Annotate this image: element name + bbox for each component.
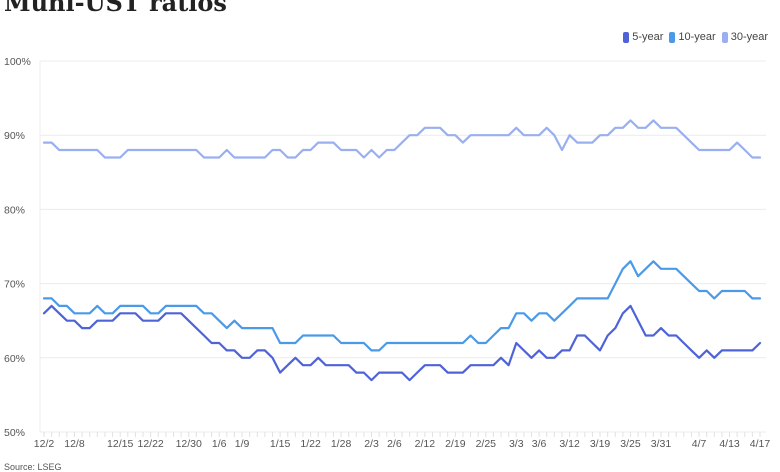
x-tick-label: 2/19 [445,438,466,450]
legend-label: 5-year [632,31,664,43]
x-tick-label: 4/7 [692,438,707,450]
x-tick-label: 3/12 [559,438,580,450]
x-tick-label: 3/6 [532,438,547,450]
legend: 5-year 10-year 30-year [623,31,768,43]
x-tick-label: 12/8 [64,438,85,450]
x-tick-label: 1/6 [212,438,227,450]
x-tick-label: 3/31 [651,438,672,450]
y-tick-label: 60% [4,353,25,365]
legend-swatch [721,31,728,43]
x-tick-label: 1/28 [331,438,352,450]
x-tick-label: 12/30 [176,438,202,450]
x-tick-label: 2/3 [364,438,379,450]
x-tick-label: 2/25 [476,438,497,450]
y-tick-label: 80% [4,204,25,216]
series-line-5-year [42,304,762,382]
x-tick-label: 1/15 [270,438,291,450]
legend-swatch [669,31,676,43]
x-tick-label: 12/22 [137,438,163,450]
series-line-10-year [42,260,762,352]
x-tick-label: 2/6 [387,438,402,450]
chart-title: Muni-UST ratios [4,0,227,17]
y-tick-label: 100% [4,56,31,68]
y-tick-label: 50% [4,427,25,439]
x-tick-label: 3/3 [509,438,524,450]
legend-label: 30-year [730,31,768,43]
x-tick-label: 12/2 [34,438,55,450]
legend-swatch [623,31,630,43]
x-tick-label: 2/12 [415,438,436,450]
x-tick-label: 4/17 [750,438,771,450]
legend-item-10-year[interactable]: 10-year [669,31,716,43]
x-tick-label: 3/25 [620,438,641,450]
x-tick-label: 3/19 [590,438,611,450]
y-tick-label: 70% [4,279,25,291]
legend-label: 10-year [678,31,716,43]
legend-item-30-year[interactable]: 30-year [721,31,768,43]
x-tick-label: 1/9 [235,438,250,450]
x-tick-label: 4/13 [719,438,740,450]
series-line-30-year [42,119,762,159]
source-note: Source: LSEG [4,462,62,472]
x-tick-label: 1/22 [300,438,321,450]
y-tick-label: 90% [4,130,25,142]
x-tick-label: 12/15 [107,438,133,450]
legend-item-5-year[interactable]: 5-year [623,31,663,43]
